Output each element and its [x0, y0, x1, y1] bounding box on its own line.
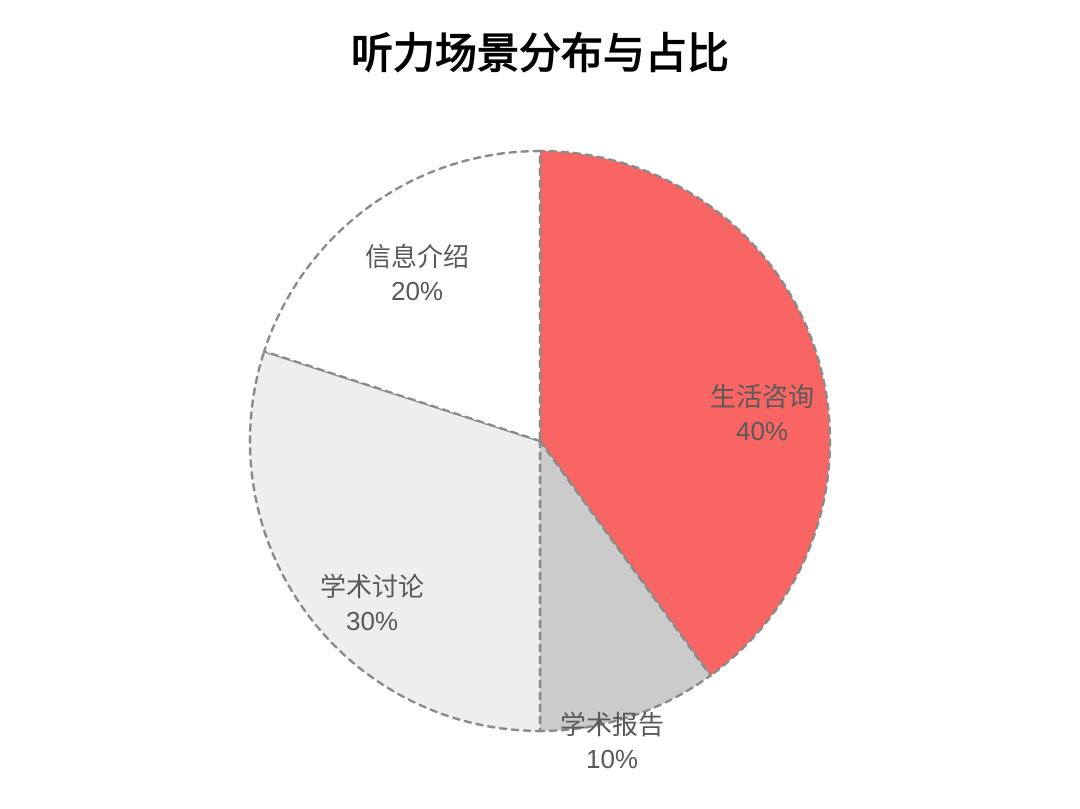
pie-chart: 生活咨询40%学术报告10%学术讨论30%信息介绍20%	[190, 101, 890, 801]
chart-title: 听力场景分布与占比	[351, 20, 729, 81]
